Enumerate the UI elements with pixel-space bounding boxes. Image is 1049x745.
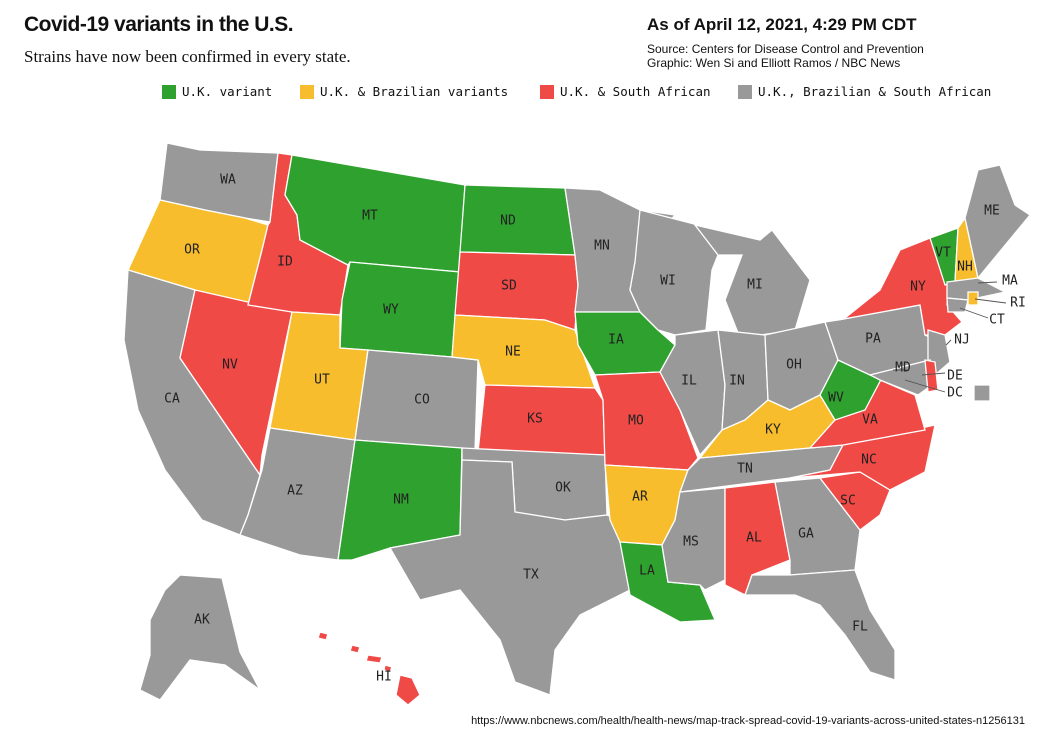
label-sd: SD	[501, 279, 517, 294]
label-ak: AK	[194, 613, 210, 628]
legend-swatch-all	[738, 85, 752, 99]
label-nv: NV	[222, 358, 238, 373]
state-labels: WA OR CA NV ID MT WY UT AZ CO NM ND SD N…	[164, 173, 1026, 685]
legend-label-all: U.K., Brazilian & South African	[758, 84, 992, 99]
label-il: IL	[681, 374, 697, 389]
state-fl[interactable]	[744, 569, 896, 681]
label-vt: VT	[935, 246, 951, 261]
label-nj: NJ	[954, 333, 970, 348]
legend-swatch-uk	[162, 85, 176, 99]
label-wa: WA	[220, 173, 236, 188]
label-me: ME	[984, 204, 1000, 219]
leader-dc	[904, 379, 946, 393]
label-ri: RI	[1010, 296, 1026, 311]
legend-swatch-uk-sa	[540, 85, 554, 99]
state-co[interactable]	[354, 349, 479, 451]
label-id: ID	[277, 255, 293, 270]
state-ny[interactable]	[837, 237, 963, 336]
state-ma[interactable]	[946, 277, 1007, 301]
leader-ri	[974, 298, 1007, 304]
source-credit: Source: Centers for Disease Control and …	[647, 42, 924, 56]
label-ut: UT	[314, 373, 330, 388]
label-va: VA	[862, 413, 878, 428]
label-mi: MI	[747, 278, 763, 293]
label-az: AZ	[287, 484, 303, 499]
label-al: AL	[746, 531, 762, 546]
label-wy: WY	[383, 303, 399, 318]
legend-swatch-uk-br	[300, 85, 314, 99]
label-nc: NC	[861, 453, 877, 468]
state-ct[interactable]	[946, 297, 969, 313]
state-ri[interactable]	[967, 291, 979, 306]
legend-label-uk-br: U.K. & Brazilian variants	[320, 84, 509, 99]
chart-subtitle: Strains have now been confirmed in every…	[24, 47, 351, 66]
state-ak[interactable]	[139, 574, 261, 701]
label-ia: IA	[608, 333, 624, 348]
state-md[interactable]	[868, 359, 933, 396]
label-ky: KY	[765, 423, 781, 438]
label-tx: TX	[523, 568, 539, 583]
label-ar: AR	[632, 490, 648, 505]
label-nm: NM	[393, 493, 409, 508]
label-ks: KS	[527, 412, 543, 427]
label-pa: PA	[865, 332, 881, 347]
label-mo: MO	[628, 414, 644, 429]
state-wy[interactable]	[339, 261, 461, 358]
chart-title: Covid-19 variants in the U.S.	[24, 13, 294, 36]
label-ca: CA	[164, 392, 180, 407]
label-ma: MA	[1002, 274, 1018, 289]
legend-label-uk-sa: U.K. & South African	[560, 84, 711, 99]
state-tx[interactable]	[388, 459, 631, 696]
state-dc[interactable]	[973, 384, 991, 402]
label-md: MD	[895, 361, 911, 376]
label-de: DE	[947, 369, 963, 384]
graphic-credit: Graphic: Wen Si and Elliott Ramos / NBC …	[647, 56, 901, 70]
label-ms: MS	[683, 535, 699, 550]
label-in: IN	[729, 374, 745, 389]
label-la: LA	[639, 564, 655, 579]
label-dc: DC	[947, 386, 963, 401]
source-url[interactable]: https://www.nbcnews.com/health/health-ne…	[471, 715, 1025, 727]
state-me[interactable]	[964, 164, 1031, 280]
label-wi: WI	[660, 274, 676, 289]
leader-ma	[977, 281, 998, 284]
legend-label-uk: U.K. variant	[182, 84, 273, 99]
label-hi: HI	[376, 670, 392, 685]
label-oh: OH	[786, 358, 802, 373]
label-ny: NY	[910, 280, 926, 295]
label-or: OR	[184, 243, 200, 258]
label-ct: CT	[989, 313, 1005, 328]
leader-nj	[945, 339, 952, 346]
label-sc: SC	[840, 494, 856, 509]
as-of-date: As of April 12, 2021, 4:29 PM CDT	[647, 15, 917, 34]
label-mn: MN	[594, 239, 610, 254]
leader-ct	[959, 307, 989, 319]
leader-de	[921, 372, 946, 376]
label-ga: GA	[798, 527, 814, 542]
label-nd: ND	[500, 214, 516, 229]
label-fl: FL	[852, 620, 868, 635]
label-ok: OK	[555, 481, 571, 496]
state-nd[interactable]	[459, 184, 576, 256]
label-co: CO	[414, 393, 430, 408]
label-mt: MT	[362, 209, 378, 224]
label-ne: NE	[505, 345, 521, 360]
label-nh: NH	[957, 260, 973, 275]
label-tn: TN	[737, 462, 753, 477]
state-hi[interactable]	[317, 631, 421, 706]
label-wv: WV	[828, 391, 844, 406]
